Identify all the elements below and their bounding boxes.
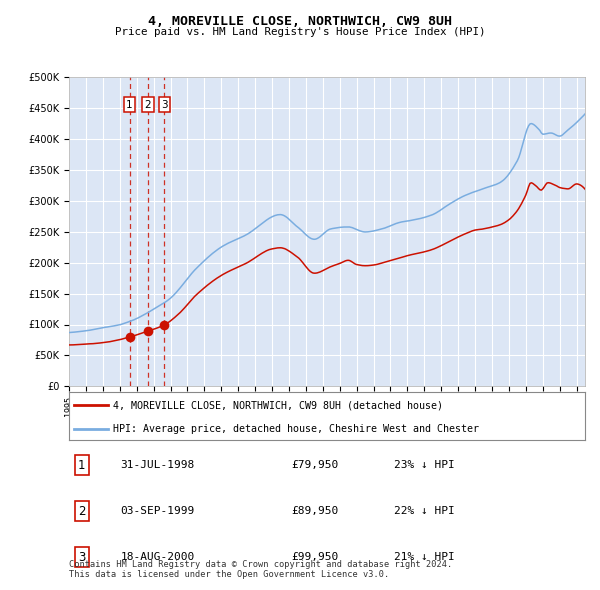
Text: 2: 2 (145, 100, 151, 110)
Text: 3: 3 (78, 550, 86, 564)
Text: 1: 1 (126, 100, 133, 110)
Text: 4, MOREVILLE CLOSE, NORTHWICH, CW9 8UH: 4, MOREVILLE CLOSE, NORTHWICH, CW9 8UH (148, 15, 452, 28)
Text: 03-SEP-1999: 03-SEP-1999 (121, 506, 195, 516)
Text: 4, MOREVILLE CLOSE, NORTHWICH, CW9 8UH (detached house): 4, MOREVILLE CLOSE, NORTHWICH, CW9 8UH (… (113, 400, 443, 410)
Text: 3: 3 (161, 100, 167, 110)
Text: Contains HM Land Registry data © Crown copyright and database right 2024.
This d: Contains HM Land Registry data © Crown c… (69, 560, 452, 579)
Text: Price paid vs. HM Land Registry's House Price Index (HPI): Price paid vs. HM Land Registry's House … (115, 27, 485, 37)
Text: HPI: Average price, detached house, Cheshire West and Chester: HPI: Average price, detached house, Ches… (113, 424, 479, 434)
Text: 18-AUG-2000: 18-AUG-2000 (121, 552, 195, 562)
Text: £89,950: £89,950 (291, 506, 338, 516)
Text: 23% ↓ HPI: 23% ↓ HPI (394, 460, 455, 470)
Text: £99,950: £99,950 (291, 552, 338, 562)
Text: 21% ↓ HPI: 21% ↓ HPI (394, 552, 455, 562)
Text: £79,950: £79,950 (291, 460, 338, 470)
Text: 1: 1 (78, 458, 86, 472)
Text: 22% ↓ HPI: 22% ↓ HPI (394, 506, 455, 516)
Text: 31-JUL-1998: 31-JUL-1998 (121, 460, 195, 470)
Text: 2: 2 (78, 504, 86, 518)
